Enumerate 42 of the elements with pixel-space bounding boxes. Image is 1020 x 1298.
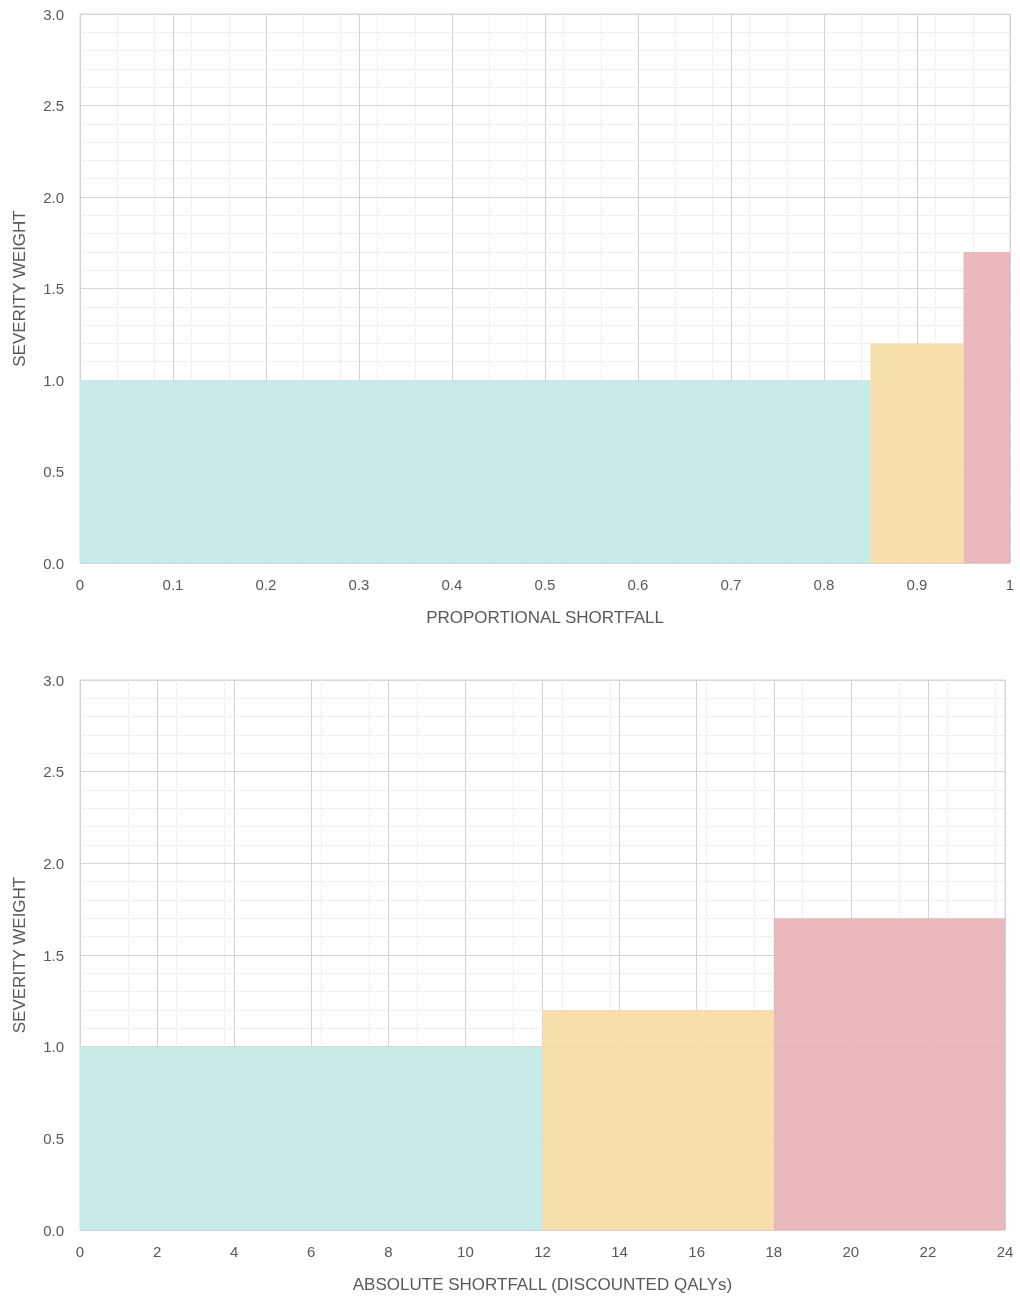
x-axis-title: ABSOLUTE SHORTFALL (DISCOUNTED QALYs) xyxy=(352,1275,733,1294)
x-tick-label: 12 xyxy=(534,1243,551,1260)
y-tick-label: 0.0 xyxy=(43,554,64,572)
x-tick-label: 0.1 xyxy=(162,576,184,593)
x-tick-label: 22 xyxy=(919,1243,937,1260)
y-tick-label: 1.0 xyxy=(43,1038,64,1056)
x-tick-label: 6 xyxy=(307,1243,316,1260)
y-tick-label: 3.0 xyxy=(43,671,64,689)
y-axis-title: SEVERITY WEIGHT xyxy=(10,876,29,1034)
x-tick-label: 24 xyxy=(996,1243,1014,1260)
y-tick-label: 0.5 xyxy=(43,1129,64,1147)
x-tick-label: 8 xyxy=(384,1243,393,1260)
x-tick-label: 16 xyxy=(688,1243,706,1260)
y-axis-title: SEVERITY WEIGHT xyxy=(10,210,29,367)
y-tick-label: 2.5 xyxy=(43,97,64,114)
y-tick-label: 0.0 xyxy=(43,1221,64,1239)
x-tick-label: 4 xyxy=(229,1243,239,1260)
x-tick-label: 20 xyxy=(842,1243,860,1260)
x-tick-label: 0.5 xyxy=(534,576,556,593)
x-tick-label: 0.9 xyxy=(906,576,928,593)
x-tick-label: 0 xyxy=(75,576,85,593)
x-tick-label: 0.8 xyxy=(813,576,835,593)
y-tick-label: 2.5 xyxy=(43,763,64,781)
x-tick-label: 1 xyxy=(1005,576,1015,593)
x-tick-label: 0.2 xyxy=(255,576,277,593)
x-tick-label: 0.3 xyxy=(348,576,370,593)
x-tick-label: 0.6 xyxy=(627,576,649,593)
y-tick-label: 1.5 xyxy=(43,280,64,297)
y-tick-label: 1.5 xyxy=(43,946,64,964)
y-tick-label: 0.5 xyxy=(43,463,64,480)
x-tick-label: 0 xyxy=(75,1243,85,1260)
y-tick-label: 2.0 xyxy=(43,188,64,206)
x-tick-label: 14 xyxy=(611,1243,628,1260)
x-axis-title: PROPORTIONAL SHORTFALL xyxy=(426,608,664,627)
x-tick-label: 18 xyxy=(765,1243,783,1260)
y-tick-label: 3.0 xyxy=(43,5,64,23)
x-tick-label: 2 xyxy=(152,1243,162,1260)
y-tick-label: 2.0 xyxy=(43,854,64,872)
x-tick-label: 0.7 xyxy=(720,576,742,593)
y-tick-label: 1.0 xyxy=(43,371,64,389)
x-tick-label: 10 xyxy=(457,1243,474,1260)
x-tick-label: 0.4 xyxy=(441,576,463,593)
